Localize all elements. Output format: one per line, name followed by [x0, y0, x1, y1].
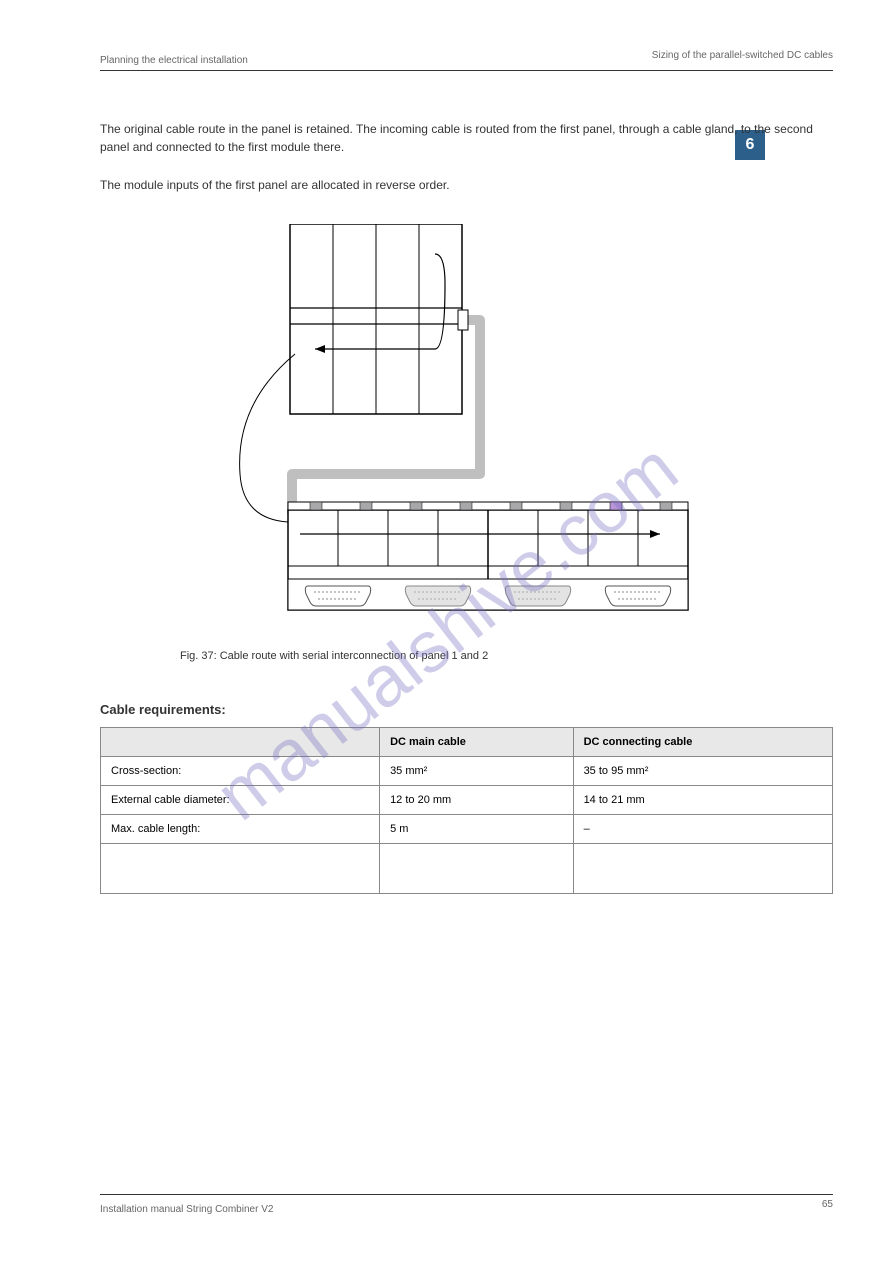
specs-heading: Cable requirements:	[100, 702, 833, 717]
page-footer: Installation manual String Combiner V2 6…	[100, 1194, 833, 1217]
header-right: Sizing of the parallel-switched DC cable…	[652, 50, 833, 61]
table-row: Max. cable length: 5 m –	[101, 815, 833, 844]
specs-table: DC main cable DC connecting cable Cross-…	[100, 727, 833, 894]
connector-3	[505, 586, 570, 606]
table-row: External cable diameter: 12 to 20 mm 14 …	[101, 786, 833, 815]
col-0	[101, 728, 380, 757]
col-2: DC connecting cable	[573, 728, 832, 757]
wiring-diagram-svg	[180, 224, 700, 634]
footer-page-number: 65	[822, 1199, 833, 1210]
footer-left: Installation manual String Combiner V2	[100, 1204, 273, 1215]
table-row	[101, 844, 833, 894]
table-row: Cross-section: 35 mm² 35 to 95 mm²	[101, 757, 833, 786]
panel-2	[288, 502, 688, 610]
figure-diagram	[180, 224, 833, 644]
paragraph-2: The module inputs of the first panel are…	[100, 176, 833, 194]
connector-1	[305, 586, 370, 606]
connector-4	[605, 586, 670, 606]
figure-caption: Fig. 37: Cable route with serial interco…	[180, 650, 833, 662]
paragraph-1: The original cable route in the panel is…	[100, 120, 833, 156]
table-header-row: DC main cable DC connecting cable	[101, 728, 833, 757]
connector-2	[405, 586, 470, 606]
content-area: The original cable route in the panel is…	[100, 120, 833, 894]
header-left: Planning the electrical installation	[100, 55, 248, 66]
panel-1	[290, 224, 468, 414]
col-1: DC main cable	[380, 728, 574, 757]
